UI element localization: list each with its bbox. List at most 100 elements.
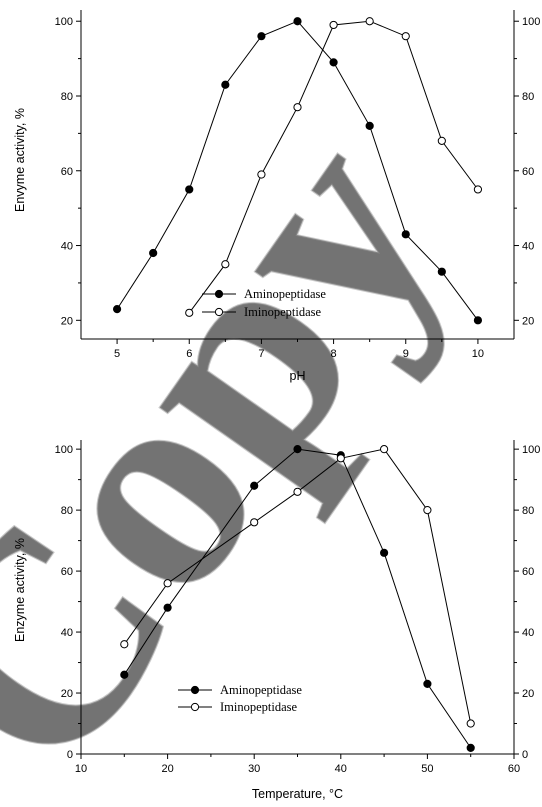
temp-y-tick-label: 20 xyxy=(61,688,73,700)
temp-point-iminopeptidase xyxy=(466,719,475,728)
ph-x-tick-label: 7 xyxy=(258,348,264,360)
ph-x-tick-label: 6 xyxy=(186,348,192,360)
ph-point-aminopeptidase xyxy=(437,267,446,276)
ph-legend-label-aminopeptidase: Aminopeptidase xyxy=(244,287,326,301)
temp-point-aminopeptidase xyxy=(466,743,475,753)
ph-point-iminopeptidase xyxy=(473,185,483,194)
temp-point-iminopeptidase xyxy=(163,579,172,588)
temp-point-iminopeptidase xyxy=(293,487,302,496)
ph-point-aminopeptidase xyxy=(401,230,410,239)
ph-y-tick-label: 100 xyxy=(55,16,73,28)
temp-point-iminopeptidase xyxy=(336,454,345,463)
temp-right-y-tick-label: 0 xyxy=(522,749,528,761)
temp-x-tick-label: 40 xyxy=(335,763,347,775)
ph-legend-marker-iminopeptidase xyxy=(214,307,224,317)
temp-point-aminopeptidase xyxy=(380,548,389,557)
ph-legend-label-iminopeptidase: Iminopeptidase xyxy=(244,305,322,319)
ph-chart-legend: Aminopeptidase Iminopeptidase xyxy=(202,287,326,319)
temp-chart-legend: Aminopeptidase Iminopeptidase xyxy=(178,683,302,714)
temp-point-aminopeptidase xyxy=(293,445,302,454)
temp-point-aminopeptidase xyxy=(250,481,259,490)
temp-y-tick-label: 80 xyxy=(61,505,73,517)
ph-point-iminopeptidase xyxy=(365,17,374,26)
ph-point-aminopeptidase xyxy=(473,316,483,325)
temp-legend-entry-iminopeptidase: Iminopeptidase xyxy=(178,700,298,714)
ph-point-aminopeptidase xyxy=(221,80,230,89)
temp-right-y-tick-label: 60 xyxy=(522,566,534,578)
ph-point-aminopeptidase xyxy=(112,304,122,314)
temp-y-tick-label: 40 xyxy=(61,627,73,639)
temp-legend-label-iminopeptidase: Iminopeptidase xyxy=(220,700,298,714)
temp-legend-marker-aminopeptidase xyxy=(190,685,200,695)
ph-activity-chart: 5 6 7 8 9 10 20 40 60 80 100 20 40 60 80 100 pH Envym… xyxy=(13,10,540,383)
temp-right-y-tick-label: 100 xyxy=(522,444,540,456)
temp-chart-series xyxy=(120,445,475,753)
temp-chart-y-axis-title: Enzyme activity, % xyxy=(13,538,27,642)
ph-point-iminopeptidase xyxy=(437,136,446,145)
temp-point-aminopeptidase xyxy=(423,679,432,688)
ph-point-iminopeptidase xyxy=(185,308,194,317)
temperature-activity-chart: 10 20 30 40 50 60 0 20 40 60 80 100 0 20 40 60 80 100 T… xyxy=(13,440,540,801)
ph-right-y-tick-label: 80 xyxy=(522,91,534,103)
temp-right-y-tick-label: 80 xyxy=(522,505,534,517)
ph-point-aminopeptidase xyxy=(365,121,374,130)
ph-x-tick-label: 8 xyxy=(331,348,337,360)
ph-point-iminopeptidase xyxy=(257,170,266,179)
ph-x-tick-label: 9 xyxy=(403,348,409,360)
ph-x-tick-label: 5 xyxy=(114,348,120,360)
ph-chart-series xyxy=(112,17,483,325)
ph-legend-marker-aminopeptidase xyxy=(214,289,224,299)
ph-point-aminopeptidase xyxy=(149,248,158,258)
ph-point-iminopeptidase xyxy=(401,32,410,41)
temp-point-iminopeptidase xyxy=(250,518,259,527)
ph-y-tick-label: 40 xyxy=(61,241,73,253)
temp-right-y-tick-label: 20 xyxy=(522,688,534,700)
ph-right-y-tick-label: 20 xyxy=(522,315,534,327)
ph-y-tick-label: 20 xyxy=(61,315,73,327)
temp-chart-right-y-ticks: 0 20 40 60 80 100 xyxy=(514,444,540,761)
watermark: Copy xyxy=(0,76,507,807)
ph-point-aminopeptidase xyxy=(257,32,266,41)
temp-x-tick-label: 30 xyxy=(248,763,260,775)
ph-chart-x-ticks: 5 6 7 8 9 10 xyxy=(114,339,484,360)
temp-point-aminopeptidase xyxy=(120,670,129,679)
ph-legend-entry-iminopeptidase: Iminopeptidase xyxy=(202,305,322,319)
temp-y-tick-label: 60 xyxy=(61,566,73,578)
temp-chart-y-ticks: 0 20 40 60 80 100 xyxy=(55,444,81,761)
ph-legend-entry-aminopeptidase: Aminopeptidase xyxy=(202,287,326,301)
ph-right-y-tick-label: 60 xyxy=(522,166,534,178)
watermark-text: Copy xyxy=(0,77,506,807)
temp-series-line-aminopeptidase xyxy=(123,448,472,749)
ph-y-tick-label: 60 xyxy=(61,166,73,178)
temp-x-tick-label: 10 xyxy=(75,763,87,775)
temp-chart-x-axis-title: Temperature, °C xyxy=(252,787,343,801)
ph-y-tick-label: 80 xyxy=(61,91,73,103)
ph-right-y-tick-label: 40 xyxy=(522,241,534,253)
temp-legend-entry-aminopeptidase: Aminopeptidase xyxy=(178,683,302,697)
temp-legend-label-aminopeptidase: Aminopeptidase xyxy=(220,683,302,697)
ph-x-tick-label: 10 xyxy=(472,348,484,360)
temp-series-line-iminopeptidase xyxy=(123,448,472,724)
temp-point-iminopeptidase xyxy=(120,640,129,649)
temp-x-tick-label: 60 xyxy=(508,763,520,775)
ph-chart-y-ticks: 20 40 60 80 100 xyxy=(55,16,81,327)
ph-point-aminopeptidase xyxy=(293,17,302,26)
ph-chart-y-axis-title: Envyme activity, % xyxy=(13,108,27,212)
temp-y-tick-label: 100 xyxy=(55,444,73,456)
ph-point-aminopeptidase xyxy=(329,58,338,67)
ph-point-iminopeptidase xyxy=(329,20,338,30)
temp-legend-marker-iminopeptidase xyxy=(190,702,200,712)
temp-point-iminopeptidase xyxy=(423,506,432,515)
ph-chart-x-axis-title: pH xyxy=(290,369,306,383)
temp-right-y-tick-label: 40 xyxy=(522,627,534,639)
ph-point-iminopeptidase xyxy=(293,103,302,112)
temp-x-tick-label: 50 xyxy=(421,763,433,775)
temp-chart-x-ticks: 10 20 30 40 50 60 xyxy=(75,754,520,775)
temp-y-tick-label: 0 xyxy=(67,749,73,761)
ph-chart-right-y-ticks: 20 40 60 80 100 xyxy=(514,16,540,327)
temp-x-tick-label: 20 xyxy=(161,763,173,775)
ph-point-aminopeptidase xyxy=(185,185,194,194)
temp-point-aminopeptidase xyxy=(163,603,172,612)
temp-point-iminopeptidase xyxy=(380,445,389,454)
